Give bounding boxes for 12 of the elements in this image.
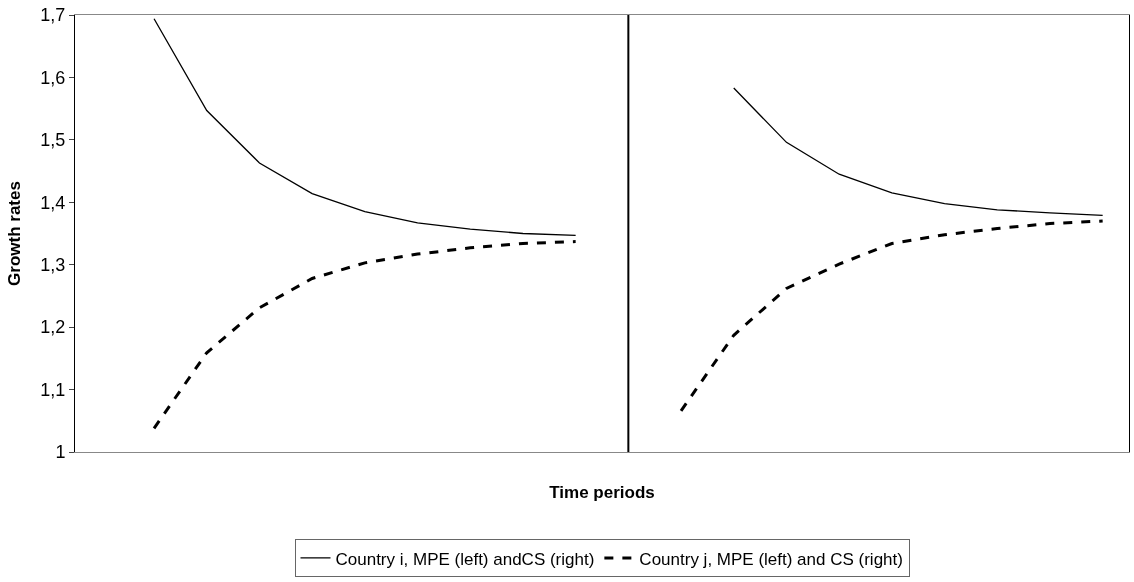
y-tick-label: 1,1 xyxy=(40,379,66,400)
y-tick-label: 1,2 xyxy=(40,317,66,338)
y-tick-label: 1,3 xyxy=(40,255,66,276)
y-tick-label: 1,6 xyxy=(40,67,66,88)
y-axis-title: Growth rates xyxy=(4,181,24,286)
y-tick-label: 1,5 xyxy=(40,130,66,151)
y-tick-label: 1,4 xyxy=(40,192,66,213)
y-tick-label: 1 xyxy=(55,442,66,463)
legend-label: Country j, MPE (left) and CS (right) xyxy=(639,549,903,569)
legend-label: Country i, MPE (left) andCS (right) xyxy=(335,549,595,569)
y-tick-label: 1,7 xyxy=(40,5,66,26)
x-axis-title: Time periods xyxy=(549,482,655,502)
